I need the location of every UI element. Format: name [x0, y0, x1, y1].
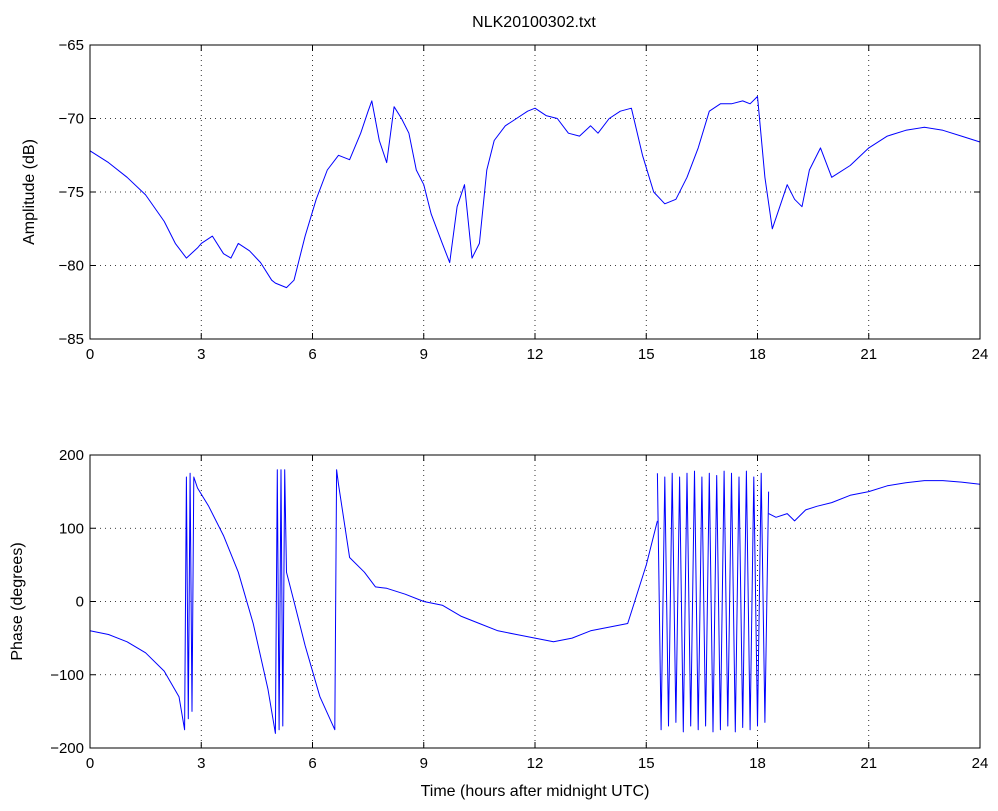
amplitude-panel: 0 3 6 9 12 15 18 21 24 −85 −80 −75 −70 −65 Amplitude (…	[21, 37, 988, 363]
phase-series-line-2	[768, 480, 981, 522]
phase-xtick-label: 21	[860, 755, 877, 772]
phase-xtick-label: 9	[420, 755, 428, 772]
phase-xtick-label: 24	[972, 755, 989, 772]
chart-title: NLK20100302.txt	[472, 14, 596, 31]
phase-xtick-label: 6	[308, 755, 316, 772]
phase-ytick-label: 200	[59, 447, 84, 464]
amplitude-xtick-label: 3	[197, 346, 205, 363]
phase-xtick-label: 12	[527, 755, 544, 772]
amplitude-xtick-label: 15	[638, 346, 655, 363]
phase-xtick-label: 15	[638, 755, 655, 772]
phase-ylabel: Phase (degrees)	[9, 542, 26, 660]
phase-series-line-1	[656, 470, 770, 733]
phase-xlabel: Time (hours after midnight UTC)	[421, 783, 650, 800]
phase-series-line-0	[89, 469, 658, 734]
amplitude-ytick-label: −65	[59, 37, 84, 54]
amplitude-series-line-0	[89, 96, 981, 289]
amplitude-ylabel: Amplitude (dB)	[21, 139, 38, 245]
amplitude-xtick-label: 9	[420, 346, 428, 363]
amplitude-xtick-label: 0	[86, 346, 94, 363]
phase-ytick-label: 100	[59, 520, 84, 537]
phase-ytick-label: −200	[50, 740, 84, 757]
phase-xtick-label: 18	[749, 755, 766, 772]
amplitude-ytick-label: −80	[59, 258, 84, 275]
amplitude-ytick-label: −75	[59, 184, 84, 201]
amplitude-xtick-label: 24	[972, 346, 989, 363]
amplitude-ytick-label: −85	[59, 331, 84, 348]
amplitude-ytick-label: −70	[59, 111, 84, 128]
phase-panel: 0 3 6 9 12 15 18 21 24 −200 −100 0 100 200 Phase (degr…	[9, 447, 988, 800]
amplitude-xtick-label: 21	[860, 346, 877, 363]
phase-xtick-label: 0	[86, 755, 94, 772]
amplitude-xtick-label: 6	[308, 346, 316, 363]
phase-xtick-label: 3	[197, 755, 205, 772]
amplitude-xtick-label: 12	[527, 346, 544, 363]
phase-ytick-label: 0	[76, 594, 84, 611]
phase-ytick-label: −100	[50, 667, 84, 684]
amplitude-xtick-label: 18	[749, 346, 766, 363]
